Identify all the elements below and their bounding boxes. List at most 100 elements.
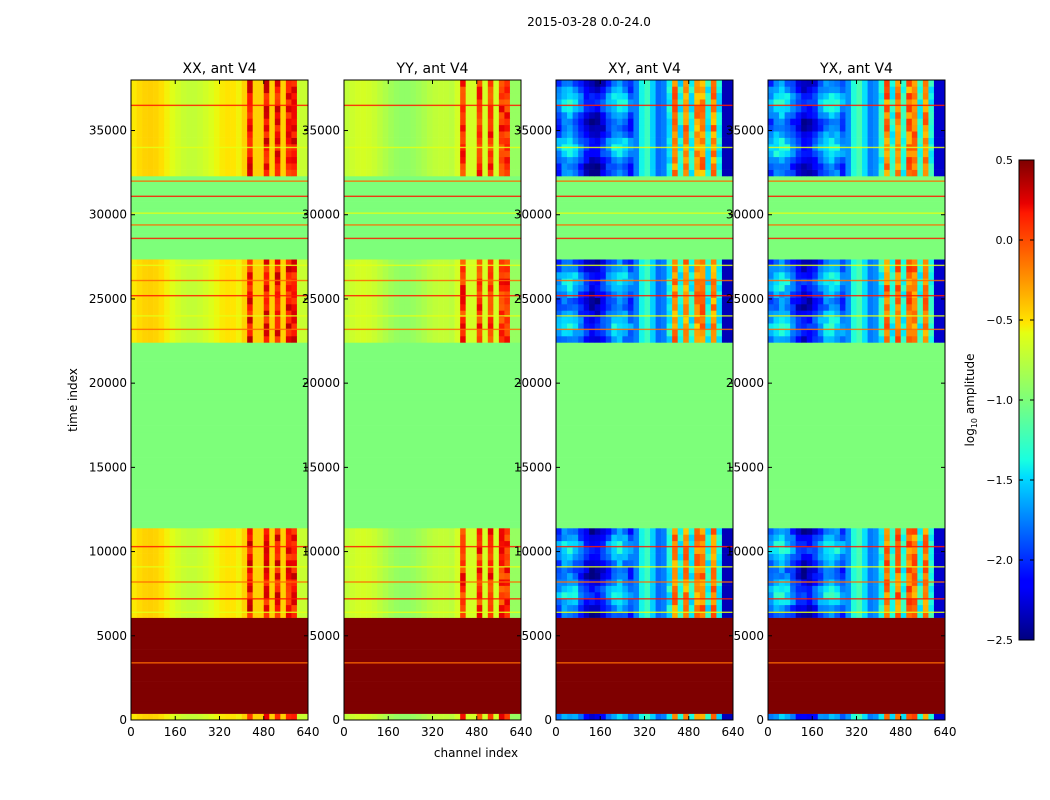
heatmap-cell	[269, 713, 276, 721]
heatmap-cell	[862, 611, 868, 618]
heatmap-cell	[661, 124, 667, 132]
heatmap-cell	[572, 86, 579, 94]
heatmap-cell	[605, 592, 612, 599]
heatmap-cell	[795, 592, 802, 599]
heatmap-cell	[605, 553, 612, 561]
heatmap-cell	[616, 604, 623, 612]
heatmap-cell	[801, 528, 808, 535]
heatmap-cell	[147, 553, 154, 561]
heatmap-cell	[572, 329, 579, 337]
heatmap-cell	[666, 163, 673, 170]
heatmap-cell	[415, 329, 422, 337]
heatmap-cell	[432, 284, 439, 292]
heatmap-cell	[699, 336, 706, 343]
heatmap-cell	[371, 92, 378, 100]
heatmap-cell	[191, 566, 198, 574]
heatmap-cell	[291, 150, 298, 158]
heatmap-cell	[382, 112, 389, 119]
heatmap-cell	[438, 592, 444, 599]
heatmap-cell	[867, 585, 874, 593]
heatmap-cell	[147, 284, 154, 292]
heatmap-cell	[694, 572, 701, 580]
heatmap-cell	[219, 604, 226, 612]
heatmap-cell	[906, 572, 913, 580]
heatmap-cell	[688, 86, 695, 94]
heatmap-cell	[252, 169, 259, 177]
heatmap-cell	[371, 259, 378, 266]
heatmap-cell	[225, 528, 231, 535]
heatmap-cell	[672, 572, 678, 580]
heatmap-cell	[355, 80, 361, 87]
heatmap-cell	[806, 547, 813, 554]
heatmap-cell	[677, 310, 684, 318]
heatmap-cell	[410, 86, 417, 94]
heatmap-cell	[388, 592, 395, 599]
heatmap-cell	[594, 585, 601, 593]
heatmap-cell	[432, 163, 439, 170]
heatmap-cell	[465, 169, 472, 177]
heatmap-cell	[784, 540, 791, 548]
heatmap-cell	[666, 80, 673, 87]
heatmap-cell	[280, 560, 287, 567]
heatmap-cell	[504, 131, 511, 138]
heatmap-cell	[845, 592, 852, 599]
heatmap-cell	[688, 713, 695, 721]
heatmap-cell	[622, 713, 629, 721]
heatmap-cell	[131, 118, 137, 126]
heatmap-cell	[371, 278, 378, 286]
heatmap-cell	[186, 592, 193, 599]
heatmap-cell	[399, 304, 406, 311]
heatmap-cell	[180, 534, 187, 542]
heatmap-cell	[716, 553, 723, 561]
heatmap-cell	[421, 278, 428, 286]
heatmap-cell	[131, 105, 137, 113]
heatmap-cell	[661, 278, 667, 286]
heatmap-cell	[366, 150, 372, 158]
heatmap-cell	[432, 137, 439, 145]
heatmap-cell	[153, 169, 159, 177]
heatmap-cell	[349, 323, 356, 330]
heatmap-cell	[567, 169, 573, 177]
heatmap-cell	[131, 348, 308, 356]
heatmap-cell	[716, 112, 723, 119]
heatmap-cell	[349, 124, 356, 132]
heatmap-cell	[426, 323, 433, 330]
heatmap-cell	[465, 124, 472, 132]
heatmap-cell	[302, 534, 309, 542]
heatmap-cell	[716, 124, 723, 132]
heatmap-cell	[556, 329, 562, 337]
heatmap-cell	[790, 604, 796, 612]
heatmap-cell	[208, 604, 215, 612]
heatmap-cell	[241, 592, 248, 599]
heatmap-cell	[721, 112, 728, 119]
heatmap-cell	[454, 336, 461, 343]
heatmap-cell	[219, 284, 226, 292]
heatmap-cell	[382, 329, 389, 337]
heatmap-cell	[493, 124, 500, 132]
heatmap-cell	[230, 297, 237, 305]
heatmap-cell	[773, 604, 780, 612]
heatmap-cell	[241, 547, 248, 554]
heatmap-cell	[922, 713, 929, 721]
heatmap-cell	[186, 99, 193, 106]
heatmap-cell	[399, 278, 406, 286]
heatmap-cell	[247, 553, 253, 561]
heatmap-cell	[900, 534, 907, 542]
heatmap-cell	[856, 528, 863, 535]
heatmap-yy	[344, 80, 522, 721]
heatmap-cell	[498, 329, 505, 337]
heatmap-cell	[131, 688, 308, 695]
heatmap-cell	[164, 304, 171, 311]
heatmap-cell	[911, 713, 918, 721]
heatmap-cell	[186, 323, 193, 330]
heatmap-cell	[258, 137, 265, 145]
heatmap-cell	[197, 534, 204, 542]
heatmap-cell	[415, 560, 422, 567]
heatmap-cell	[197, 304, 204, 311]
heatmap-cell	[650, 291, 656, 298]
heatmap-cell	[360, 572, 367, 580]
heatmap-cell	[773, 553, 780, 561]
heatmap-cell	[399, 169, 406, 177]
heatmap-cell	[823, 604, 830, 612]
heatmap-cell	[274, 156, 281, 164]
